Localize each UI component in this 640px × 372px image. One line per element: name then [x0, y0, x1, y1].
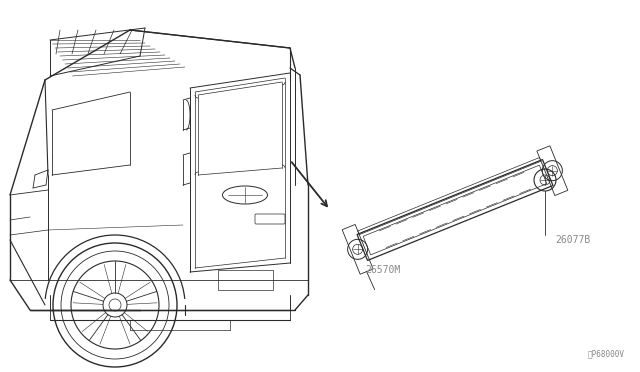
Text: 26077B: 26077B	[555, 235, 590, 245]
Text: ⱳP68000V: ⱳP68000V	[588, 349, 625, 358]
Bar	[218, 270, 273, 290]
Text: 26570M: 26570M	[365, 265, 400, 275]
